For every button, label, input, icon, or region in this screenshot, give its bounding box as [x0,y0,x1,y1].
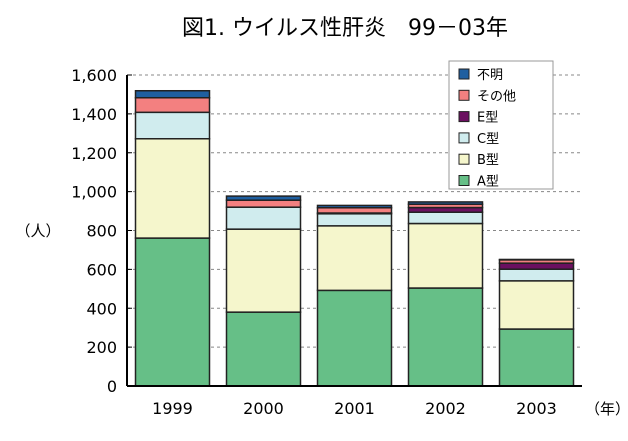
bar-segment [409,224,483,289]
legend-label: C型 [477,132,499,147]
y-tick-label: 1,200 [71,144,117,163]
y-tick-label: 0 [107,377,117,396]
bar-segment [136,139,210,238]
bar-segment [500,329,574,386]
y-tick-label: 400 [86,299,117,318]
x-tick-label: 2000 [243,399,284,418]
bar-segment [409,288,483,386]
y-tick-label: 200 [86,338,117,357]
x-tick-label: 2003 [516,399,557,418]
bar-segment [227,200,301,207]
legend-label: B型 [477,153,499,168]
bar-segment [318,290,392,386]
legend-swatch [459,154,469,164]
bar-segment [318,226,392,291]
legend-swatch [459,69,469,79]
bar-segment [227,207,301,229]
x-tick-label: 2002 [425,399,466,418]
legend-label: A型 [477,175,499,190]
bar-segment [500,263,574,269]
x-tick-label: 2001 [334,399,375,418]
y-tick-label: 1,600 [71,66,117,85]
bar-segment [136,238,210,386]
y-tick-label: 800 [86,222,117,241]
legend-label: その他 [477,89,516,104]
bar-segment [227,229,301,312]
bar-segment [409,212,483,223]
legend-swatch [459,112,469,122]
x-tick-label: 1999 [152,399,193,418]
legend-swatch [459,90,469,100]
y-tick-label: 1,000 [71,183,117,202]
legend-swatch [459,133,469,143]
bar-segment [227,196,301,200]
legend-label: E型 [477,111,498,126]
bar-segment [409,202,483,204]
bar-segment [318,205,392,207]
bar-segment [136,98,210,113]
bar-segment [500,269,574,281]
y-axis-label: （人） [15,222,60,240]
y-tick-label: 600 [86,260,117,279]
bar-segment [500,281,574,329]
bar-segment [227,312,301,386]
legend-swatch [459,176,469,186]
legend-label: 不明 [477,68,503,83]
bar-segment [318,214,392,226]
x-axis-unit: （年） [585,400,628,418]
y-tick-label: 1,400 [71,105,117,124]
bar-segment [318,208,392,213]
chart-title: 図1. ウイルス性肝炎 99－03年 [182,16,508,41]
bar-segment [136,112,210,138]
bar-segment [136,91,210,98]
